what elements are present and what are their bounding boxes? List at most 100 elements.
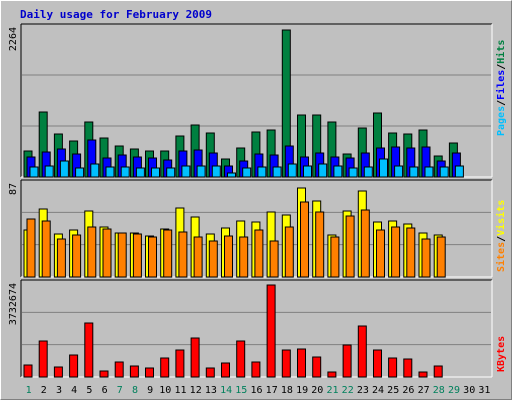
bar-pages-day-3 bbox=[59, 160, 69, 178]
bar-sites-day-3 bbox=[56, 238, 66, 278]
bar-sites-day-16 bbox=[254, 229, 264, 278]
bar-pages-day-14 bbox=[227, 172, 236, 178]
bar-kbytes-day-21 bbox=[327, 371, 337, 378]
bar-pages-day-6 bbox=[105, 166, 115, 178]
day-label-8: 8 bbox=[132, 385, 138, 396]
bar-sites-day-14 bbox=[224, 235, 233, 278]
legend-visits-item: / bbox=[496, 236, 507, 242]
bar-sites-day-5 bbox=[87, 226, 97, 278]
bar-pages-day-26 bbox=[409, 166, 419, 178]
bar-sites-day-4 bbox=[72, 234, 82, 278]
bar-pages-day-19 bbox=[303, 165, 312, 178]
day-label-2: 2 bbox=[41, 385, 47, 396]
day-label-3: 3 bbox=[56, 385, 62, 396]
bar-sites-day-17 bbox=[269, 240, 279, 278]
bar-sites-day-11 bbox=[178, 231, 188, 278]
day-label-7: 7 bbox=[117, 385, 123, 396]
bar-sites-day-7 bbox=[117, 232, 127, 278]
bar-pages-day-2 bbox=[44, 165, 54, 178]
day-label-18: 18 bbox=[281, 385, 293, 396]
day-label-5: 5 bbox=[86, 385, 92, 396]
day-label-25: 25 bbox=[387, 385, 399, 396]
bar-kbytes-day-16 bbox=[251, 361, 261, 378]
day-label-4: 4 bbox=[71, 385, 77, 396]
bar-sites-day-6 bbox=[102, 228, 112, 278]
bar-kbytes-day-23 bbox=[357, 325, 367, 378]
bar-sites-day-2 bbox=[41, 220, 51, 278]
bar-kbytes-day-10 bbox=[160, 357, 170, 378]
bar-sites-day-12 bbox=[193, 236, 203, 278]
bar-kbytes-day-14 bbox=[221, 362, 230, 378]
bar-kbytes-day-24 bbox=[373, 349, 382, 378]
day-label-1: 1 bbox=[26, 385, 32, 396]
bar-kbytes-day-7 bbox=[114, 361, 124, 378]
bar-sites-day-26 bbox=[406, 227, 416, 278]
day-label-17: 17 bbox=[266, 385, 278, 396]
bar-kbytes-day-15 bbox=[236, 340, 246, 378]
bar-kbytes-day-25 bbox=[388, 357, 398, 378]
day-label-9: 9 bbox=[147, 385, 153, 396]
day-label-21: 21 bbox=[326, 385, 338, 396]
bar-pages-day-9 bbox=[151, 167, 160, 178]
bar-pages-day-5 bbox=[90, 163, 100, 178]
day-label-22: 22 bbox=[342, 385, 354, 396]
bar-kbytes-day-17 bbox=[266, 284, 276, 378]
panel-hits-scale-label: 2264 bbox=[8, 27, 19, 51]
day-label-10: 10 bbox=[159, 385, 171, 396]
legend-visits-item: Visits bbox=[495, 200, 507, 236]
bar-pages-day-13 bbox=[211, 165, 221, 178]
bar-kbytes-day-22 bbox=[342, 344, 352, 378]
bar-sites-day-9 bbox=[148, 236, 157, 278]
bar-pages-day-27 bbox=[424, 166, 434, 178]
bar-kbytes-day-26 bbox=[403, 358, 413, 378]
bar-sites-day-18 bbox=[284, 226, 294, 278]
bar-kbytes-day-3 bbox=[53, 366, 63, 378]
bar-sites-day-25 bbox=[391, 226, 401, 278]
legend-hits-item: / bbox=[496, 100, 507, 106]
day-label-27: 27 bbox=[418, 385, 430, 396]
day-label-16: 16 bbox=[250, 385, 262, 396]
bar-sites-day-20 bbox=[315, 211, 325, 278]
day-label-14: 14 bbox=[220, 385, 232, 396]
bar-pages-day-28 bbox=[439, 166, 449, 178]
bar-pages-day-17 bbox=[272, 166, 282, 178]
bar-kbytes-day-28 bbox=[433, 365, 443, 378]
bar-pages-day-11 bbox=[181, 165, 191, 178]
bar-kbytes-day-13 bbox=[205, 367, 215, 378]
day-label-15: 15 bbox=[235, 385, 247, 396]
bar-pages-day-4 bbox=[75, 167, 85, 178]
legend-hits-item: / bbox=[496, 64, 507, 70]
bar-kbytes-day-19 bbox=[297, 348, 306, 378]
chart-title: Daily usage for February 2009 bbox=[20, 8, 213, 21]
day-label-30: 30 bbox=[463, 385, 475, 396]
day-label-11: 11 bbox=[174, 385, 186, 396]
bar-pages-day-10 bbox=[166, 167, 176, 178]
day-label-31: 31 bbox=[478, 385, 490, 396]
day-label-23: 23 bbox=[357, 385, 369, 396]
legend-hits: Pages/Files/Hits bbox=[495, 40, 507, 136]
day-label-28: 28 bbox=[433, 385, 445, 396]
bar-pages-day-20 bbox=[318, 163, 328, 178]
bar-pages-day-25 bbox=[394, 165, 404, 178]
bar-kbytes-day-20 bbox=[312, 356, 322, 378]
bar-sites-day-28 bbox=[436, 236, 446, 278]
panel-kbytes-scale-label: 3732674 bbox=[8, 283, 19, 325]
panel-visits-scale-label: 87 bbox=[8, 183, 19, 195]
bar-kbytes-day-27 bbox=[418, 371, 428, 378]
bar-kbytes-day-9 bbox=[145, 367, 154, 378]
bar-pages-day-22 bbox=[348, 167, 358, 178]
day-label-6: 6 bbox=[102, 385, 108, 396]
bar-sites-day-13 bbox=[208, 240, 218, 278]
bar-sites-day-21 bbox=[330, 236, 340, 278]
bar-kbytes-day-6 bbox=[99, 370, 109, 378]
legend-hits-item: Hits bbox=[495, 40, 507, 64]
bar-sites-day-27 bbox=[421, 238, 431, 278]
day-label-29: 29 bbox=[448, 385, 460, 396]
bar-sites-day-19 bbox=[300, 201, 309, 278]
bar-pages-day-8 bbox=[135, 167, 145, 178]
legend-visits: Sites/Visits bbox=[495, 200, 507, 272]
bar-pages-day-7 bbox=[120, 166, 130, 178]
bar-pages-day-18 bbox=[287, 163, 297, 178]
bar-kbytes-day-4 bbox=[69, 354, 79, 378]
